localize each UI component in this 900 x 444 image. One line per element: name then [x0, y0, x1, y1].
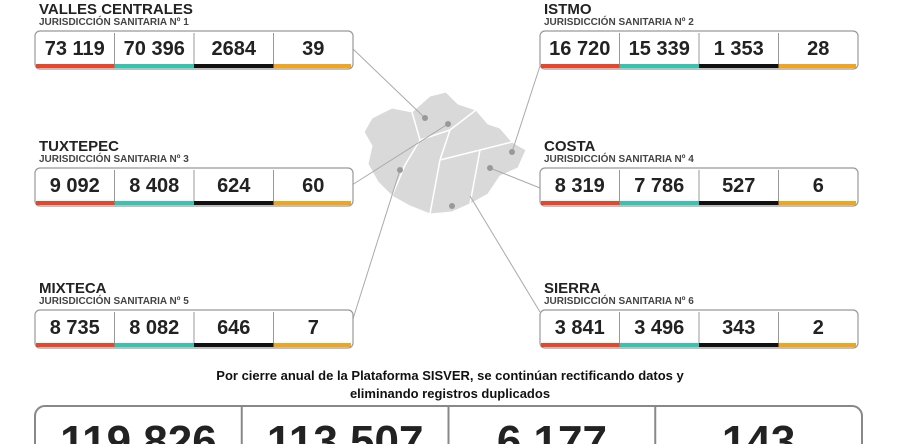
color-bar [541, 64, 620, 68]
case-count: 343 [722, 317, 755, 339]
color-bar [114, 64, 194, 68]
color-bar [699, 64, 779, 68]
case-count: 7 [308, 317, 319, 339]
region-name: VALLES CENTRALES [39, 1, 193, 18]
case-count: 2 [813, 317, 824, 339]
color-bar [699, 343, 779, 347]
case-count: 8 408 [129, 175, 179, 197]
color-bar [619, 343, 699, 347]
case-count: 73 119 [45, 38, 105, 60]
case-count: 60 [302, 175, 324, 197]
color-bar [273, 201, 351, 205]
case-count: 624 [217, 175, 251, 197]
case-count: 15 339 [629, 38, 690, 60]
total-count: 6 177 [497, 417, 607, 444]
case-count: 39 [302, 38, 324, 60]
color-bar [36, 64, 115, 68]
case-count: 8 319 [555, 175, 605, 197]
case-count: 3 496 [634, 317, 684, 339]
color-bar [699, 201, 779, 205]
case-count: 16 720 [549, 38, 610, 60]
case-count: 8 735 [50, 317, 100, 339]
color-bar [194, 201, 274, 205]
jurisdiction: JURISDICCIÓN SANITARIA Nº 1 [39, 15, 189, 28]
region-name: MIXTECA [39, 280, 107, 297]
color-bar [619, 64, 699, 68]
case-count: 8 082 [129, 317, 179, 339]
color-bar [194, 64, 274, 68]
leader-lines [351, 47, 541, 323]
color-bar [778, 64, 856, 68]
note-line: eliminando registros duplicados [350, 386, 550, 401]
region-name: TUXTEPEC [39, 138, 119, 155]
case-count: 1 353 [714, 38, 764, 60]
color-bar [194, 343, 274, 347]
case-count: 527 [722, 175, 755, 197]
case-count: 9 092 [50, 175, 100, 197]
region-name: COSTA [544, 138, 596, 155]
case-count: 3 841 [555, 317, 605, 339]
color-bar [541, 201, 620, 205]
color-bar [273, 64, 351, 68]
color-bar [273, 343, 351, 347]
region-name: SIERRA [544, 280, 601, 297]
color-bar [36, 343, 115, 347]
jurisdiction: JURISDICCIÓN SANITARIA Nº 3 [39, 152, 189, 165]
case-count: 646 [217, 317, 250, 339]
case-count: 6 [813, 175, 824, 197]
jurisdiction: JURISDICCIÓN SANITARIA Nº 5 [39, 294, 189, 307]
jurisdiction: JURISDICCIÓN SANITARIA Nº 4 [544, 152, 694, 165]
total-count: 119 826 [60, 417, 217, 444]
jurisdiction: JURISDICCIÓN SANITARIA Nº 6 [544, 294, 694, 307]
total-count: 113 507 [267, 417, 424, 444]
case-count: 7 786 [634, 175, 684, 197]
oaxaca-map [363, 91, 527, 215]
total-count: 143 [722, 417, 795, 444]
region-name: ISTMO [544, 1, 592, 18]
case-count: 2684 [212, 38, 257, 60]
jurisdiction: JURISDICCIÓN SANITARIA Nº 2 [544, 15, 694, 28]
note-line: Por cierre anual de la Plataforma SISVER… [216, 368, 684, 383]
color-bar [778, 343, 856, 347]
case-count: 28 [807, 38, 829, 60]
map-dots [397, 115, 515, 209]
color-bar [619, 201, 699, 205]
color-bar [541, 343, 620, 347]
color-bar [778, 201, 856, 205]
color-bar [114, 343, 194, 347]
color-bar [36, 201, 115, 205]
map-borders [391, 109, 513, 215]
case-count: 70 396 [124, 38, 185, 60]
color-bar [114, 201, 194, 205]
